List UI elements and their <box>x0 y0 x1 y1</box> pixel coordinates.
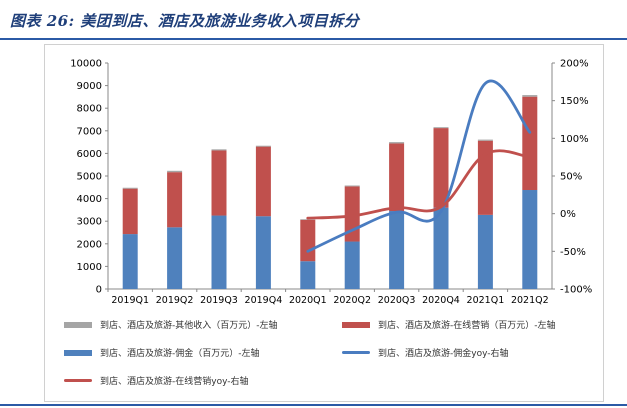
bar-commission <box>433 207 449 289</box>
x-tick-label: 2020Q3 <box>378 295 416 306</box>
left-tick-label: 2000 <box>77 239 102 250</box>
right-tick-label: 100% <box>560 134 589 145</box>
legend-label: 到店、酒店及旅游-在线营销yoy-右轴 <box>100 377 249 387</box>
bar-other-income <box>211 149 227 151</box>
right-tick-label: -50% <box>560 247 586 258</box>
bar-other-income <box>255 145 271 147</box>
right-tick-label: 150% <box>560 96 589 107</box>
legend-label: 到店、酒店及旅游-其他收入（百万元）-左轴 <box>100 321 278 331</box>
bar-other-income <box>433 127 449 129</box>
left-tick-label: 0 <box>96 285 102 296</box>
bar-online-marketing <box>522 96 538 191</box>
bar-other-income <box>167 170 183 173</box>
bar-commission <box>255 216 271 289</box>
bar-online-marketing <box>477 140 493 215</box>
bar-other-income <box>477 139 493 141</box>
x-tick-label: 2019Q1 <box>111 295 149 306</box>
bar-commission <box>211 215 227 289</box>
legend-swatch <box>64 321 92 328</box>
bar-online-marketing <box>433 128 449 208</box>
legend-swatch <box>342 351 370 354</box>
bottom-rule <box>0 404 627 406</box>
x-tick-label: 2019Q2 <box>156 295 194 306</box>
x-tick-label: 2019Q3 <box>200 295 238 306</box>
line-online-marketing-yoy <box>306 149 532 220</box>
left-tick-label: 6000 <box>77 149 102 160</box>
line-commission-yoy <box>306 79 532 253</box>
bar-other-income <box>122 187 138 189</box>
bar-online-marketing <box>122 188 138 235</box>
bar-other-income <box>522 95 538 97</box>
chart-frame <box>44 44 604 402</box>
x-tick-label: 2021Q2 <box>511 295 549 306</box>
bar-commission <box>300 261 316 289</box>
left-tick-label: 10000 <box>70 59 102 70</box>
bar-online-marketing <box>255 146 271 217</box>
chart-title: 图表 26: 美团到店、酒店及旅游业务收入项目拆分 <box>10 12 360 30</box>
legend-item: 到店、酒店及旅游-佣金（百万元）-左轴 <box>64 346 260 359</box>
bar-online-marketing <box>300 219 316 262</box>
legend-swatch <box>342 321 370 328</box>
x-tick-label: 2020Q2 <box>333 295 371 306</box>
legend-label: 到店、酒店及旅游-佣金（百万元）-左轴 <box>100 349 260 359</box>
legend-swatch <box>64 379 92 382</box>
bar-commission <box>167 227 183 289</box>
bar-commission <box>122 234 138 289</box>
bar-online-marketing <box>211 150 227 216</box>
bar-commission <box>344 241 360 289</box>
left-tick-label: 3000 <box>77 217 102 228</box>
title-bar: 图表 26: 美团到店、酒店及旅游业务收入项目拆分 <box>0 0 627 40</box>
x-tick-label: 2020Q4 <box>422 295 460 306</box>
legend-swatch <box>64 349 92 356</box>
left-tick-label: 4000 <box>77 194 102 205</box>
x-tick-label: 2019Q4 <box>245 295 283 306</box>
left-tick-label: 9000 <box>77 81 102 92</box>
bar-commission <box>522 190 538 289</box>
legend-item: 到店、酒店及旅游-在线营销（百万元）-左轴 <box>342 318 556 331</box>
legend-label: 到店、酒店及旅游-在线营销（百万元）-左轴 <box>378 321 556 331</box>
bar-other-income <box>389 142 405 144</box>
bar-commission <box>389 211 405 289</box>
right-tick-label: 0% <box>560 209 576 220</box>
bar-online-marketing <box>389 143 405 212</box>
legend-item: 到店、酒店及旅游-在线营销yoy-右轴 <box>64 374 249 387</box>
x-tick-label: 2020Q1 <box>289 295 327 306</box>
right-tick-label: -100% <box>560 285 592 296</box>
bar-online-marketing <box>167 172 183 228</box>
legend-item: 到店、酒店及旅游-其他收入（百万元）-左轴 <box>64 318 278 331</box>
bar-commission <box>477 214 493 289</box>
right-tick-label: 50% <box>560 172 582 183</box>
left-tick-label: 5000 <box>77 172 102 183</box>
x-tick-label: 2021Q1 <box>467 295 505 306</box>
right-tick-label: 200% <box>560 59 589 70</box>
left-tick-label: 7000 <box>77 126 102 137</box>
left-tick-label: 8000 <box>77 104 102 115</box>
bar-other-income <box>344 185 360 187</box>
left-tick-label: 1000 <box>77 262 102 273</box>
legend-item: 到店、酒店及旅游-佣金yoy-右轴 <box>342 346 509 359</box>
legend-label: 到店、酒店及旅游-佣金yoy-右轴 <box>378 349 509 359</box>
